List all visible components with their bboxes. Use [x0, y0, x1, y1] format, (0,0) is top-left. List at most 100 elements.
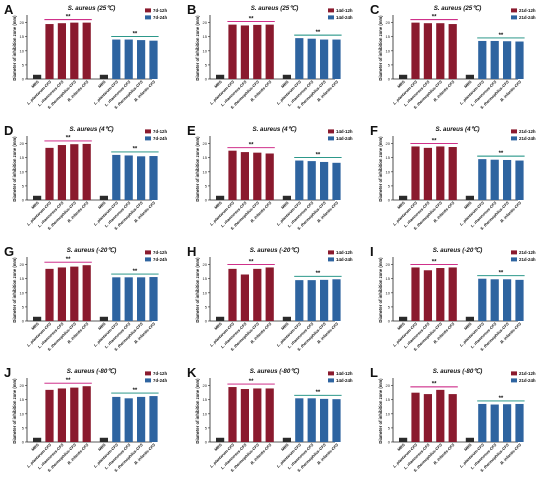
- bar-e-0-3: [253, 152, 262, 200]
- panel-letter: B: [187, 2, 196, 17]
- bar-d-0-2: [57, 145, 66, 200]
- bar-e-1-2: [307, 161, 316, 200]
- bar-e-0-1: [228, 150, 237, 200]
- bar-g-0-0: [33, 316, 42, 321]
- bar-e-0-0: [216, 195, 225, 200]
- bar-a-0-0: [33, 74, 42, 79]
- chart-title: S. aureus (4℃): [435, 126, 479, 133]
- y-tick-label: 10: [386, 411, 391, 416]
- bar-b-1-3: [320, 39, 329, 79]
- bar-b-0-2: [240, 25, 249, 80]
- bar-b-0-4: [265, 24, 274, 79]
- bar-a-1-1: [112, 39, 121, 79]
- x-tick-label: MRS: [30, 200, 40, 210]
- x-tick-label: MRS: [213, 79, 223, 89]
- bar-b-1-4: [332, 39, 341, 79]
- legend-label: 21d-24h: [519, 257, 536, 262]
- legend-swatch: [511, 378, 517, 383]
- y-tick-label: 0: [388, 77, 391, 82]
- bar-k-1-2: [307, 398, 316, 442]
- legend-swatch: [145, 257, 151, 262]
- bar-g-1-4: [149, 277, 158, 321]
- chart-title: S. aureus (-20℃): [433, 247, 483, 254]
- bar-j-1-2: [124, 398, 133, 442]
- legend-swatch: [145, 129, 151, 134]
- bar-h-0-2: [240, 274, 249, 321]
- y-tick-label: 5: [388, 425, 391, 430]
- x-tick-label: MRS: [30, 442, 40, 452]
- legend-swatch: [511, 136, 517, 141]
- y-tick-label: 0: [22, 440, 25, 445]
- legend-label: 14d-12h: [336, 371, 353, 376]
- bar-i-1-1: [478, 278, 487, 321]
- significance-stars: **: [249, 379, 254, 385]
- y-tick-label: 20: [386, 141, 391, 146]
- bar-i-1-4: [515, 279, 524, 321]
- legend-swatch: [511, 8, 517, 13]
- panel-letter: F: [370, 123, 378, 138]
- x-tick-label: MRS: [396, 200, 406, 210]
- x-tick-label: MRS: [213, 200, 223, 210]
- bar-k-0-4: [265, 388, 274, 442]
- legend-label: 14d-12h: [336, 250, 353, 255]
- y-tick-label: 20: [20, 141, 25, 146]
- significance-stars: **: [432, 259, 437, 265]
- bar-g-1-3: [137, 277, 146, 321]
- chart-title: S. aureus (4℃): [252, 126, 296, 133]
- y-tick-label: 10: [203, 169, 208, 174]
- bar-b-0-3: [253, 24, 262, 80]
- y-tick-label: 5: [22, 304, 25, 309]
- bar-c-0-3: [436, 23, 445, 79]
- y-tick-label: 15: [20, 397, 25, 402]
- y-tick-label: 20: [203, 141, 208, 146]
- bar-a-1-0: [99, 74, 108, 79]
- bar-a-0-3: [70, 22, 79, 79]
- y-tick-label: 5: [388, 62, 391, 67]
- y-axis-label: Diameter of inhibition zone (mm): [195, 378, 200, 444]
- legend-swatch: [511, 257, 517, 262]
- y-axis-label: Diameter of inhibition zone (mm): [378, 15, 383, 81]
- y-tick-label: 10: [20, 169, 25, 174]
- bar-b-1-2: [307, 38, 316, 79]
- y-tick-label: 10: [20, 48, 25, 53]
- bar-i-1-3: [503, 279, 512, 321]
- legend-label: 7d-12h: [153, 371, 167, 376]
- bar-f-0-0: [399, 195, 408, 200]
- y-tick-label: 15: [20, 276, 25, 281]
- y-axis-label: Diameter of inhibition zone (mm): [12, 378, 17, 444]
- bar-l-1-2: [490, 404, 499, 442]
- bar-c-0-0: [399, 74, 408, 79]
- y-tick-label: 15: [386, 276, 391, 281]
- y-axis-label: Diameter of inhibition zone (mm): [12, 257, 17, 323]
- bar-d-1-1: [112, 154, 121, 200]
- panel-letter: G: [4, 244, 14, 259]
- bar-c-0-4: [448, 24, 457, 79]
- chart-title: S. aureus (4℃): [69, 126, 113, 133]
- panel-letter: C: [370, 2, 380, 17]
- chart-title: S. aureus (25℃): [68, 5, 116, 12]
- y-axis-label: Diameter of inhibition zone (mm): [12, 136, 17, 202]
- y-tick-label: 10: [386, 290, 391, 295]
- chart-title: S. aureus (-20℃): [67, 247, 117, 254]
- y-tick-label: 15: [203, 276, 208, 281]
- legend-label: 14d-12h: [336, 129, 353, 134]
- y-tick-label: 0: [205, 77, 208, 82]
- significance-stars: **: [133, 31, 138, 37]
- bar-d-1-4: [149, 156, 158, 200]
- bar-c-1-3: [503, 41, 512, 79]
- y-tick-label: 20: [20, 20, 25, 25]
- bar-d-1-2: [124, 155, 133, 200]
- legend-swatch: [145, 15, 151, 20]
- y-tick-label: 20: [386, 20, 391, 25]
- y-axis-label: Diameter of inhibition zone (mm): [12, 15, 17, 81]
- legend-label: 7d-24h: [153, 136, 167, 141]
- y-tick-label: 20: [203, 383, 208, 388]
- legend-swatch: [328, 250, 334, 255]
- legend-label: 21d-12h: [519, 129, 536, 134]
- y-tick-label: 5: [388, 183, 391, 188]
- x-tick-label: MRS: [30, 79, 40, 89]
- y-tick-label: 15: [203, 155, 208, 160]
- bar-c-1-1: [478, 40, 487, 79]
- x-tick-label: MRS: [97, 442, 107, 452]
- bar-f-1-0: [465, 195, 474, 200]
